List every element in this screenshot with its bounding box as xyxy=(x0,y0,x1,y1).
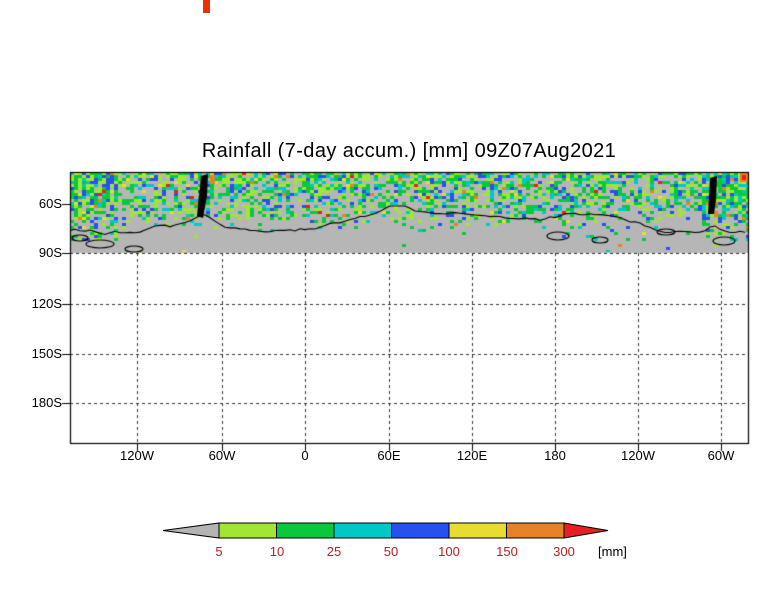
x-tick-label: 180 xyxy=(544,448,566,463)
colorbar-tick-label: 150 xyxy=(496,544,518,559)
x-tick-label: 120W xyxy=(621,448,655,463)
x-tick-label: 60E xyxy=(377,448,401,463)
colorbar-above-arrow xyxy=(563,522,609,539)
colorbar-tick-label: 10 xyxy=(269,544,285,559)
colorbar-tick-label: 25 xyxy=(326,544,342,559)
y-tick-label: 180S xyxy=(31,395,62,410)
x-tick-label: 60W xyxy=(707,448,735,463)
colorbar-below-arrow xyxy=(162,522,220,539)
y-tick-label: 90S xyxy=(38,245,62,260)
y-tick-label: 150S xyxy=(31,346,62,361)
x-tick-label: 120W xyxy=(120,448,154,463)
x-tick-label: 60W xyxy=(208,448,236,463)
colorbar-tick-label: 100 xyxy=(438,544,460,559)
colorbar-tick-label: 5 xyxy=(215,544,223,559)
x-tick-label: 120E xyxy=(456,448,488,463)
colorbar-tick-label: 300 xyxy=(553,544,575,559)
y-tick-label: 60S xyxy=(38,196,62,211)
colorbar-bin xyxy=(448,522,507,539)
colorbar-bin xyxy=(218,522,277,539)
colorbar-bin xyxy=(276,522,335,539)
colorbar-tick-label: 50 xyxy=(383,544,399,559)
y-tick-label: 120S xyxy=(31,296,62,311)
x-tick-label: 0 xyxy=(301,448,309,463)
chart-title: Rainfall (7-day accum.) [mm] 09Z07Aug202… xyxy=(201,140,617,162)
colorbar xyxy=(162,522,609,539)
colorbar-bin xyxy=(391,522,450,539)
colorbar-unit-label: [mm] xyxy=(598,544,627,559)
colorbar-bin xyxy=(333,522,392,539)
colorbar-bin xyxy=(506,522,565,539)
